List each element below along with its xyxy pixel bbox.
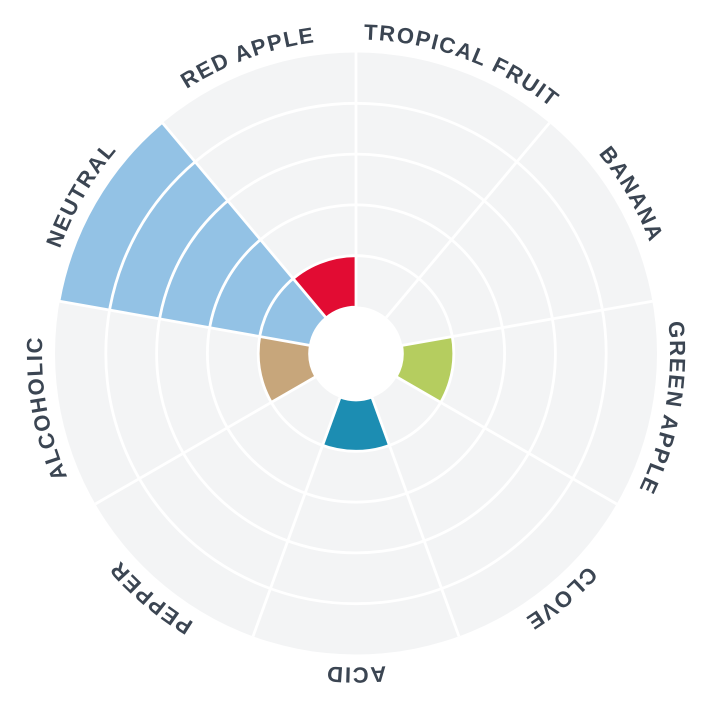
spoke-gridline-80 (402, 299, 653, 347)
spoke-gridline-320 (161, 122, 327, 319)
spoke-gridline-120 (396, 375, 618, 506)
spoke-gridline-160 (370, 397, 461, 637)
spoke-gridline-40 (385, 122, 551, 319)
spoke-gridline-200 (251, 397, 342, 637)
sector-label-acid: ACID (325, 661, 387, 687)
spoke-gridline-280 (59, 299, 310, 347)
spoke-gridline-240 (94, 375, 316, 506)
center-hole (309, 306, 403, 401)
